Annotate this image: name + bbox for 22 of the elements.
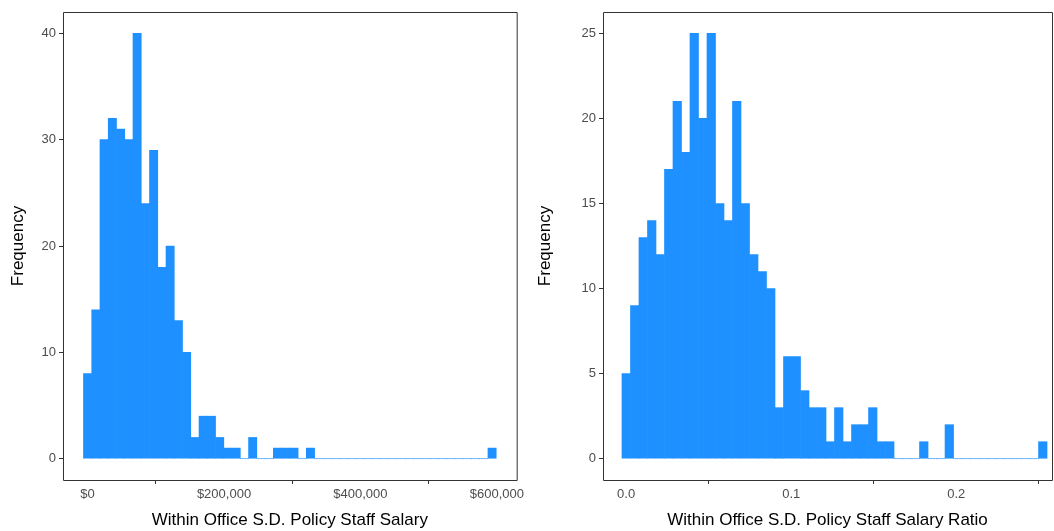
y-tick-label: 25 xyxy=(581,24,596,40)
x-axis-title: Within Office S.D. Policy Staff Salary xyxy=(151,510,429,530)
x-tick-label: $200,000 xyxy=(196,486,252,502)
y-tick-label: 0 xyxy=(48,450,56,466)
x-tick-label: $400,000 xyxy=(333,486,388,502)
y-tick-label: 10 xyxy=(581,280,596,296)
y-tick-label: 0 xyxy=(588,450,596,466)
x-tick-label: 0.1 xyxy=(782,486,801,502)
x-tick-label: 0.2 xyxy=(947,486,966,502)
y-tick-label: 20 xyxy=(581,109,596,125)
y-tick-label: 30 xyxy=(41,131,56,147)
y-tick-label: 10 xyxy=(41,343,56,359)
x-axis-title: Within Office S.D. Policy Staff Salary Ratio xyxy=(667,510,988,530)
x-tick-label: $0 xyxy=(80,486,95,502)
x-tick-label: $600,000 xyxy=(469,486,525,502)
x-tick-label: 0.0 xyxy=(617,486,636,502)
y-tick-label: 5 xyxy=(588,365,596,381)
y-tick-label: 15 xyxy=(581,195,596,211)
y-tick-label: 40 xyxy=(41,24,56,40)
y-axis-title: Frequency xyxy=(7,205,27,287)
y-axis-title: Frequency xyxy=(534,205,554,287)
y-tick-label: 20 xyxy=(41,237,56,253)
